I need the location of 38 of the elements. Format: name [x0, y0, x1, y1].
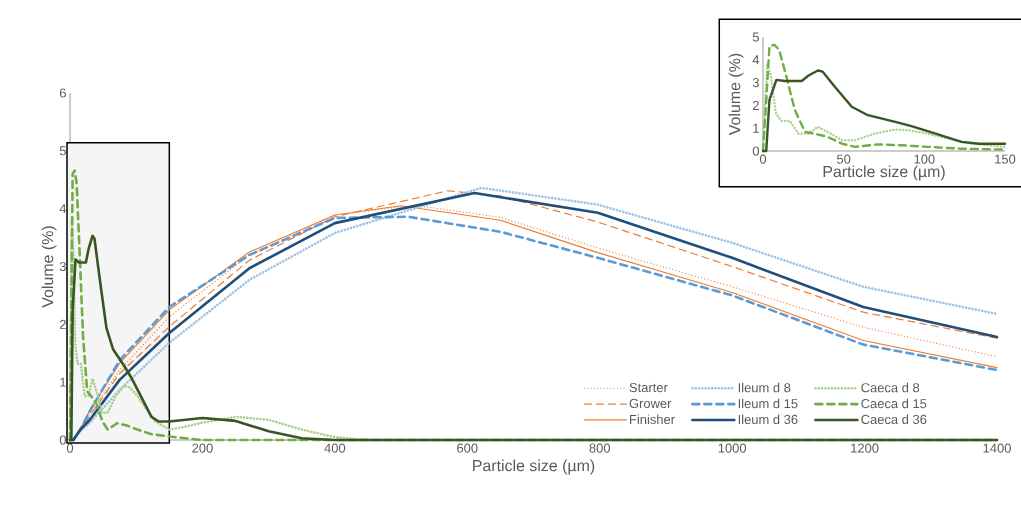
x-axis-title: Particle size (µm) — [823, 165, 945, 181]
x-tick-label: 800 — [589, 443, 611, 453]
y-tick-label: 5 — [752, 32, 759, 42]
x-tick-label: 50 — [836, 154, 851, 164]
y-tick-label: 2 — [59, 319, 66, 329]
y-tick-label: 5 — [59, 146, 66, 156]
x-tick-label: 200 — [192, 443, 213, 453]
x-axis-title: Particle size (µm) — [473, 459, 595, 475]
x-tick-label: 100 — [914, 154, 935, 164]
y-tick-label: 1 — [60, 377, 66, 387]
legend-label: Caeca d 15 — [861, 398, 927, 409]
x-tick-label: 1200 — [851, 443, 879, 453]
y-tick-label: 3 — [752, 78, 759, 88]
legend-label: Caeca d 36 — [861, 414, 927, 425]
x-tick-label: 1000 — [718, 443, 747, 453]
y-tick-label: 4 — [59, 204, 67, 214]
legend-label: Ileum d 36 — [738, 414, 798, 425]
x-tick-label: 400 — [324, 443, 346, 453]
y-axis-title: Volume (%) — [728, 53, 744, 136]
legend-label: Starter — [629, 382, 668, 393]
y-tick-label: 1 — [753, 123, 759, 133]
legend-label: Grower — [629, 398, 672, 408]
legend-label: Ileum d 15 — [738, 398, 798, 409]
y-tick-label: 0 — [59, 435, 66, 445]
y-tick-label: 6 — [59, 88, 66, 98]
x-tick-label: 1400 — [983, 443, 1011, 453]
x-tick-label: 600 — [457, 443, 478, 453]
legend-label: Caeca d 8 — [861, 382, 920, 393]
x-tick-label: 150 — [995, 154, 1016, 164]
y-tick-label: 3 — [59, 261, 66, 272]
legend-label: Finisher — [630, 414, 675, 425]
y-tick-label: 0 — [752, 146, 759, 156]
x-tick-label: 0 — [66, 443, 74, 453]
legend-label: Ileum d 8 — [738, 382, 791, 393]
x-tick-label: 0 — [759, 154, 767, 164]
y-tick-label: 2 — [752, 100, 759, 110]
y-tick-label: 4 — [752, 55, 760, 65]
y-axis-title: Volume (%) — [41, 226, 57, 308]
